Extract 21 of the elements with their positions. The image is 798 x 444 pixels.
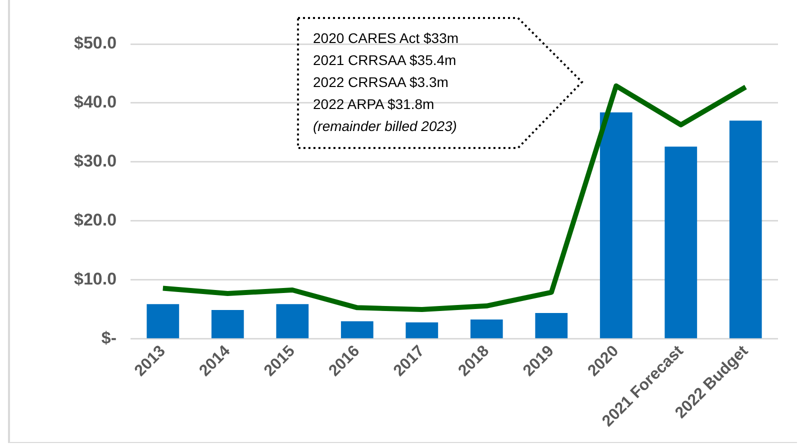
bar <box>470 319 503 338</box>
y-tick-label: $- <box>101 328 117 348</box>
bar <box>340 321 374 338</box>
bar <box>406 322 438 338</box>
bar <box>535 312 568 338</box>
bar <box>146 304 180 338</box>
annotation: 2021 CRRSAA $35.4m <box>313 51 458 70</box>
y-tick-label: $50.0 <box>74 34 117 53</box>
bar <box>276 304 309 338</box>
bar <box>211 310 244 338</box>
annotation: (remainder billed 2023) <box>313 117 458 136</box>
annotation: 2022 ARPA $31.8m <box>313 95 436 114</box>
y-tick-label: $10.0 <box>74 270 117 289</box>
y-tick-label: $40.0 <box>74 92 117 112</box>
bar <box>600 112 632 338</box>
bar <box>729 120 762 338</box>
annotation: 2020 CARES Act $33m <box>313 29 459 48</box>
bar <box>664 146 698 338</box>
y-tick-label: $20.0 <box>74 210 117 230</box>
annotation: 2022 CRRSAA $3.3m <box>313 73 450 92</box>
y-tick-label: $30.0 <box>74 152 117 171</box>
